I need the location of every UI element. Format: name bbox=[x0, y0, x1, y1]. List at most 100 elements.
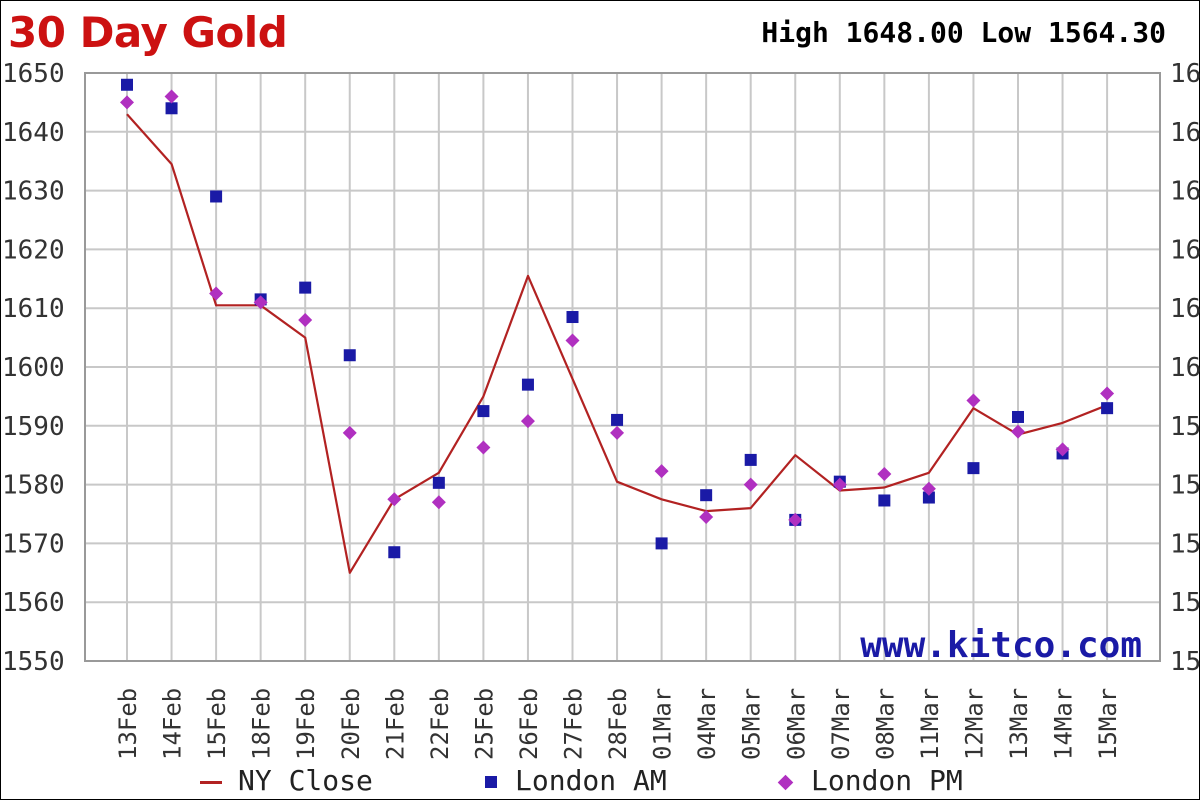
x-tick-label-20: 13Mar bbox=[1005, 688, 1033, 760]
y-tick-label-4: 1590 bbox=[2, 412, 65, 442]
x-axis: 13Feb 14Feb 15Feb 18Feb 19Feb 20Feb 21Feb 22Feb… bbox=[114, 688, 1122, 760]
london-pm-point-18 bbox=[921, 481, 936, 496]
y-tick-label-2: 1570 bbox=[2, 529, 65, 559]
chart-legend: NY Close London AM London PM bbox=[190, 764, 1090, 798]
london-pm-point-16 bbox=[832, 477, 847, 492]
right-tick-label-4: 15 bbox=[1170, 412, 1200, 442]
x-tick-label-5: 20Feb bbox=[337, 688, 365, 760]
right-tick-label-10: 16 bbox=[1170, 59, 1200, 89]
x-tick-label-19: 12Mar bbox=[960, 688, 988, 760]
london-am-point-10 bbox=[566, 311, 579, 324]
right-tick-label-3: 15 bbox=[1170, 471, 1200, 501]
x-tick-label-8: 25Feb bbox=[470, 688, 498, 760]
ny-close-line bbox=[126, 113, 1108, 574]
high-low-readout: High 1648.00 Low 1564.30 bbox=[761, 16, 1166, 49]
left-axis: 1550 1560 1570 1580 1590 1600 1610 1620 1630 1640… bbox=[2, 59, 65, 677]
london-pm-point-17 bbox=[877, 467, 892, 482]
ny-close-swatch bbox=[200, 780, 222, 784]
right-tick-label-7: 16 bbox=[1170, 235, 1200, 265]
london-am-point-1 bbox=[165, 102, 178, 115]
low-label: Low bbox=[980, 16, 1032, 49]
right-tick-label-0: 15 bbox=[1170, 647, 1200, 677]
x-tick-label-0: 13Feb bbox=[114, 688, 142, 760]
high-label: High bbox=[761, 16, 829, 49]
london-pm-point-22 bbox=[1100, 386, 1115, 401]
x-tick-label-11: 28Feb bbox=[604, 688, 632, 760]
right-tick-label-2: 15 bbox=[1170, 529, 1200, 559]
london-pm-point-14 bbox=[743, 477, 758, 492]
right-tick-label-9: 16 bbox=[1170, 118, 1200, 148]
london-pm-point-6 bbox=[387, 492, 402, 507]
right-tick-label-5: 16 bbox=[1170, 353, 1200, 383]
london-am-point-18 bbox=[922, 491, 935, 504]
legend-label-ny-close: NY Close bbox=[238, 764, 373, 797]
london-am-point-13 bbox=[700, 489, 713, 502]
london-am-point-2 bbox=[210, 190, 223, 203]
london-am-point-6 bbox=[388, 546, 401, 559]
x-tick-label-6: 21Feb bbox=[381, 688, 409, 760]
london-pm-point-15 bbox=[788, 512, 803, 527]
london-am-point-14 bbox=[744, 453, 757, 466]
x-tick-label-10: 27Feb bbox=[560, 688, 588, 760]
legend-london-am: London AM bbox=[485, 764, 667, 797]
right-axis: 15 15 15 15 15 16 16 16 16 16 16 bbox=[1170, 59, 1200, 677]
legend-ny-close: NY Close bbox=[200, 764, 373, 797]
x-tick-label-9: 26Feb bbox=[515, 688, 543, 760]
london-pm-point-0 bbox=[120, 95, 134, 110]
y-tick-label-6: 1610 bbox=[2, 294, 65, 324]
y-tick-label-9: 1640 bbox=[2, 118, 65, 148]
london-am-point-20 bbox=[1012, 410, 1024, 423]
series-layer bbox=[120, 78, 1115, 574]
x-tick-label-15: 06Mar bbox=[782, 688, 810, 760]
london-am-swatch bbox=[485, 776, 497, 788]
x-tick-label-1: 14Feb bbox=[159, 688, 187, 760]
london-am-point-11 bbox=[611, 413, 624, 426]
x-tick-label-12: 01Mar bbox=[649, 688, 677, 760]
x-tick-label-16: 07Mar bbox=[827, 688, 855, 760]
london-pm-point-1 bbox=[164, 89, 179, 104]
london-pm-point-5 bbox=[342, 425, 357, 440]
y-tick-label-10: 1650 bbox=[2, 59, 65, 89]
x-tick-label-22: 15Mar bbox=[1094, 688, 1122, 760]
y-tick-label-7: 1620 bbox=[2, 235, 65, 265]
london-pm-point-3 bbox=[253, 295, 268, 310]
london-pm-point-13 bbox=[699, 509, 714, 524]
london-pm-point-21 bbox=[1055, 442, 1070, 457]
london-am-point-17 bbox=[878, 494, 891, 507]
right-tick-label-1: 15 bbox=[1170, 588, 1200, 618]
london-am-point-12 bbox=[655, 537, 668, 550]
london-am-point-7 bbox=[432, 476, 445, 489]
london-pm-point-9 bbox=[520, 414, 535, 429]
london-pm-point-19 bbox=[966, 393, 981, 408]
london-pm-point-2 bbox=[209, 286, 224, 301]
london-am-point-0 bbox=[121, 78, 133, 91]
y-tick-label-1: 1560 bbox=[2, 588, 65, 618]
right-tick-label-8: 16 bbox=[1170, 177, 1200, 207]
london-pm-point-7 bbox=[431, 495, 446, 510]
x-tick-label-3: 18Feb bbox=[248, 688, 276, 760]
london-am-point-5 bbox=[343, 349, 356, 362]
low-value: 1564.30 bbox=[1047, 16, 1166, 49]
x-tick-label-2: 15Feb bbox=[203, 688, 231, 760]
london-pm-point-4 bbox=[298, 312, 313, 327]
legend-label-london-am: London AM bbox=[515, 764, 667, 797]
x-tick-label-18: 11Mar bbox=[916, 688, 944, 760]
plot-border bbox=[84, 72, 1161, 662]
london-am-point-4 bbox=[299, 281, 312, 294]
london-pm-point-10 bbox=[565, 333, 580, 348]
london-am-point-8 bbox=[477, 405, 490, 418]
x-tick-label-13: 04Mar bbox=[693, 688, 721, 760]
plot-grid bbox=[85, 72, 1160, 662]
london-pm-point-11 bbox=[610, 425, 625, 440]
y-tick-label-0: 1550 bbox=[2, 647, 65, 677]
y-tick-label-8: 1630 bbox=[2, 177, 65, 207]
x-tick-label-4: 19Feb bbox=[292, 688, 320, 760]
kitco-watermark: www.kitco.com bbox=[860, 625, 1142, 666]
london-am-point-22 bbox=[1101, 402, 1114, 415]
london-am-point-19 bbox=[967, 462, 980, 475]
legend-london-pm: London PM bbox=[777, 764, 963, 797]
legend-label-london-pm: London PM bbox=[811, 764, 963, 797]
x-tick-label-7: 22Feb bbox=[426, 688, 454, 760]
london-pm-point-8 bbox=[476, 440, 491, 455]
chart-title: 30 Day Gold bbox=[8, 8, 288, 57]
